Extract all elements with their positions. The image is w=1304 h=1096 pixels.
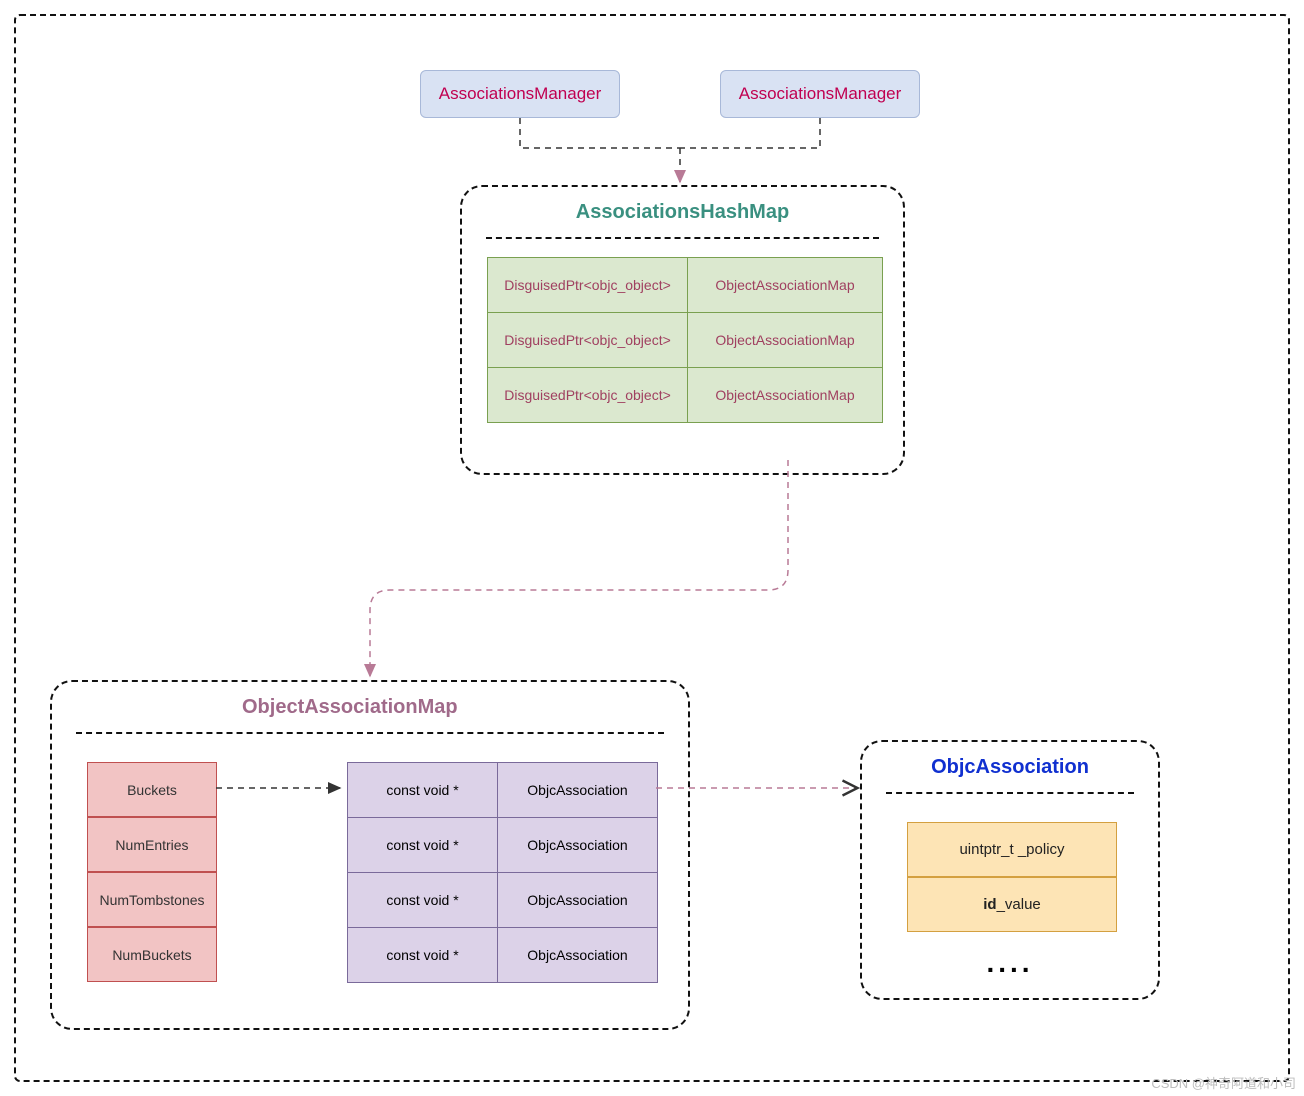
card-divider [886, 792, 1134, 794]
hashmap-val-cell: ObjectAssociationMap [688, 313, 883, 368]
assoc-table: const void *ObjcAssociationconst void *O… [347, 762, 658, 983]
bucket-field: NumEntries [87, 817, 217, 872]
assoc-val-cell: ObjcAssociation [498, 763, 658, 818]
assoc-val-cell: ObjcAssociation [498, 928, 658, 983]
assoc-val-cell: ObjcAssociation [498, 873, 658, 928]
objc-fields: uintptr_t _policyid _value [907, 822, 1117, 932]
hashmap-val-cell: ObjectAssociationMap [688, 368, 883, 423]
card-title: ObjcAssociation [886, 756, 1134, 779]
card-divider [486, 237, 879, 239]
node-associations-manager-left: AssociationsManager [420, 70, 620, 118]
ellipsis: .... [862, 947, 1158, 979]
card-objc-association: ObjcAssociation uintptr_t _policyid _val… [860, 740, 1160, 1000]
objc-field: uintptr_t _policy [907, 822, 1117, 877]
objc-field: id _value [907, 877, 1117, 932]
assoc-key-cell: const void * [348, 873, 498, 928]
hashmap-val-cell: ObjectAssociationMap [688, 258, 883, 313]
hashmap-key-cell: DisguisedPtr<objc_object> [488, 313, 688, 368]
card-title: ObjectAssociationMap [242, 696, 458, 719]
hashmap-key-cell: DisguisedPtr<objc_object> [488, 368, 688, 423]
card-object-association-map: ObjectAssociationMap BucketsNumEntriesNu… [50, 680, 690, 1030]
card-divider [76, 732, 664, 734]
label: AssociationsManager [739, 84, 902, 104]
assoc-key-cell: const void * [348, 763, 498, 818]
watermark: CSDN @神奇阿道和小司 [1151, 1073, 1296, 1092]
assoc-key-cell: const void * [348, 818, 498, 873]
node-associations-manager-right: AssociationsManager [720, 70, 920, 118]
assoc-val-cell: ObjcAssociation [498, 818, 658, 873]
bucket-field: NumBuckets [87, 927, 217, 982]
hashmap-table: DisguisedPtr<objc_object>ObjectAssociati… [487, 257, 883, 423]
bucket-field: Buckets [87, 762, 217, 817]
assoc-key-cell: const void * [348, 928, 498, 983]
label: AssociationsManager [439, 84, 602, 104]
bucket-field: NumTombstones [87, 872, 217, 927]
card-associations-hashmap: AssociationsHashMap DisguisedPtr<objc_ob… [460, 185, 905, 475]
hashmap-key-cell: DisguisedPtr<objc_object> [488, 258, 688, 313]
card-title: AssociationsHashMap [486, 201, 879, 224]
buckets-stack: BucketsNumEntriesNumTombstonesNumBuckets [87, 762, 217, 982]
